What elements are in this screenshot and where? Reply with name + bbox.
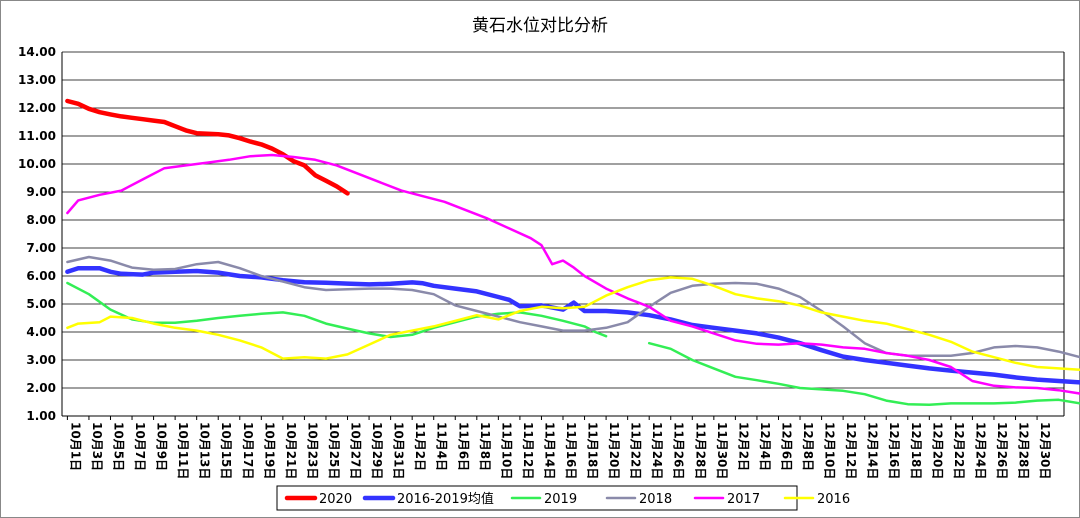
y-tick-label: 5.00: [26, 297, 56, 311]
legend-label: 2016: [817, 492, 850, 507]
y-tick-label: 8.00: [26, 213, 56, 227]
y-tick-label: 1.00: [26, 409, 56, 423]
x-tick-label: 12月30日: [1038, 422, 1052, 479]
x-tick-label: 12月20日: [930, 422, 944, 479]
x-tick-label: 10月15日: [219, 422, 233, 479]
x-tick-label: 10月5日: [111, 422, 125, 471]
legend-label: 2017: [727, 492, 760, 507]
x-tick-label: 10月1日: [68, 422, 82, 471]
series-lines: [65, 98, 1080, 407]
x-tick-label: 11月4日: [435, 422, 449, 471]
x-tick-label: 10月17日: [241, 422, 255, 479]
y-tick-label: 11.00: [18, 129, 56, 143]
x-tick-label: 11月24日: [650, 422, 664, 479]
legend-label: 2020: [319, 492, 352, 507]
legend: 2020 2016-2019均值 2019 2018 2017 2016: [276, 485, 850, 511]
x-tick-label: 10月31日: [392, 422, 406, 479]
x-tick-label: 10月23日: [305, 422, 319, 479]
y-tick-label: 12.00: [18, 101, 56, 115]
x-tick-label: 10月9日: [155, 422, 169, 471]
legend-label: 2018: [639, 492, 672, 507]
y-tick-label: 6.00: [26, 269, 56, 283]
x-tick-label: 11月14日: [542, 422, 556, 479]
series-line-2019: [647, 341, 1080, 407]
x-tick-label: 12月16日: [887, 422, 901, 479]
legend-label: 2016-2019均值: [397, 491, 494, 507]
x-tick-label: 10月3日: [90, 422, 104, 471]
x-tick-label: 10月27日: [349, 422, 363, 479]
x-tick-label: 12月6日: [779, 422, 793, 471]
series-line-2019: [66, 281, 608, 339]
series-line-2017: [66, 153, 1080, 395]
chart-title: 黄石水位对比分析: [472, 16, 608, 36]
y-tick-label: 13.00: [18, 73, 56, 87]
x-tick-label: 12月26日: [995, 422, 1009, 479]
x-tick-label: 11月16日: [564, 422, 578, 479]
x-tick-label: 10月7日: [133, 422, 147, 471]
x-tick-label: 11月22日: [629, 422, 643, 479]
y-tick-label: 2.00: [26, 381, 56, 395]
y-tick-label: 4.00: [26, 325, 56, 339]
x-tick-label: 12月2日: [736, 422, 750, 471]
x-tick-label: 10月25日: [327, 422, 341, 479]
x-tick-label: 12月24日: [973, 422, 987, 479]
y-tick-label: 9.00: [26, 185, 56, 199]
x-tick-label: 10月21日: [284, 422, 298, 479]
x-tick-label: 11月20日: [607, 422, 621, 479]
x-tick-label: 12月4日: [758, 422, 772, 471]
y-tick-label: 14.00: [18, 45, 56, 59]
x-axis: 10月1日 10月3日 10月5日 10月7日 10月9日 10月11日 10月13日 10月…: [62, 52, 1065, 479]
x-tick-label: 12月14日: [866, 422, 880, 479]
x-tick-label: 10月29日: [370, 422, 384, 479]
x-tick-label: 12月10日: [823, 422, 837, 479]
x-tick-label: 10月13日: [198, 422, 212, 479]
series-line-2020: [65, 98, 350, 196]
x-tick-label: 11月28日: [693, 422, 707, 479]
x-tick-label: 11月6日: [456, 422, 470, 471]
x-tick-label: 12月28日: [1017, 422, 1031, 479]
x-tick-label: 12月22日: [952, 422, 966, 479]
y-tick-label: 7.00: [26, 241, 56, 255]
y-tick-label: 10.00: [18, 157, 56, 171]
y-tick-label: 3.00: [26, 353, 56, 367]
x-tick-label: 12月12日: [844, 422, 858, 479]
x-tick-label: 11月18日: [586, 422, 600, 479]
series-line-2016-2019均值: [65, 265, 1080, 385]
x-tick-label: 12月18日: [909, 422, 923, 479]
legend-label: 2019: [544, 492, 577, 507]
x-tick-label: 11月10日: [499, 422, 513, 479]
x-tick-label: 11月30日: [715, 422, 729, 479]
x-tick-label: 11月26日: [672, 422, 686, 479]
x-tick-label: 12月8日: [801, 422, 815, 471]
series-line-2016: [66, 276, 1080, 372]
y-axis: 1.00 2.00 3.00 4.00 5.00 6.00 7.00 8.00 9.00 10.0…: [18, 45, 63, 423]
x-tick-label: 11月8日: [478, 422, 492, 471]
x-tick-label: 10月11日: [176, 422, 190, 479]
x-tick-label: 11月12日: [521, 422, 535, 479]
x-tick-label: 11月2日: [413, 422, 427, 471]
x-tick-label: 10月19日: [262, 422, 276, 479]
series-line-2018: [66, 255, 1080, 359]
